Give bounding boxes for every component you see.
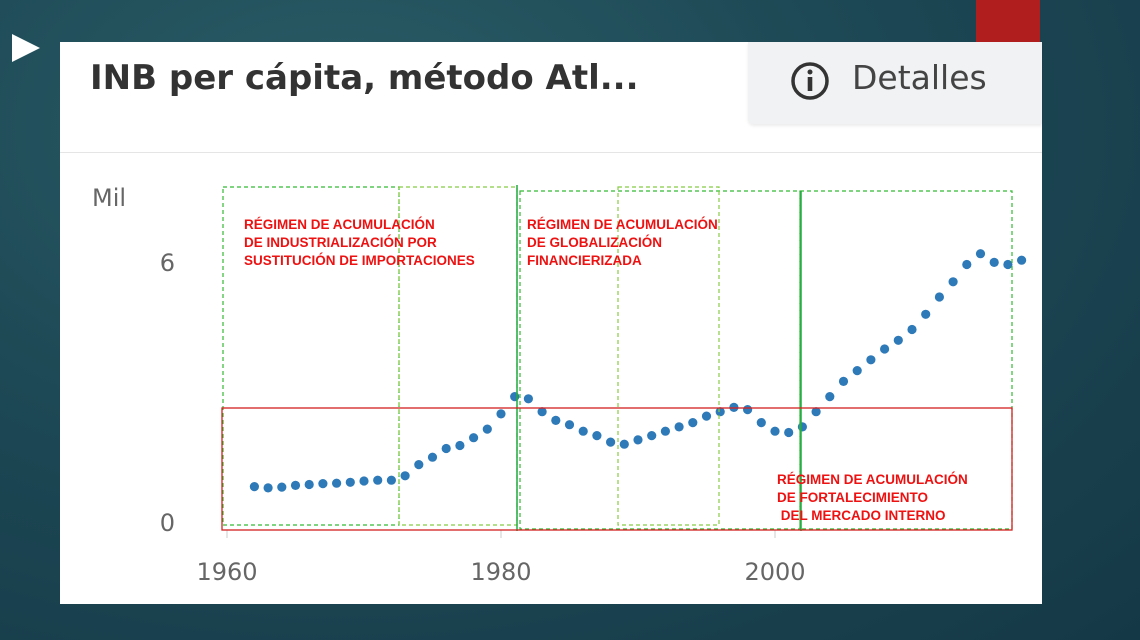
info-icon — [791, 62, 829, 100]
regime-label-globalization: RÉGIMEN DE ACUMULACIÓN DE GLOBALIZACIÓN … — [527, 217, 722, 268]
data-point — [469, 433, 479, 443]
data-point — [277, 482, 287, 492]
data-point — [386, 475, 396, 485]
data-point — [921, 309, 931, 319]
data-point — [523, 394, 533, 404]
x-tick-label: 1960 — [196, 558, 257, 586]
regime-box-lower-band — [221, 407, 1013, 531]
data-point — [455, 440, 465, 451]
y-axis-unit-label: Mil — [92, 184, 126, 212]
data-point — [660, 426, 671, 436]
data-point — [825, 392, 835, 402]
data-point — [934, 292, 945, 302]
data-point — [838, 376, 849, 386]
triangle-arrow-icon — [12, 34, 40, 62]
data-point — [551, 415, 561, 425]
y-tick-label: 0 — [160, 509, 175, 537]
data-point — [852, 366, 862, 376]
y-tick-label: 6 — [160, 249, 175, 277]
data-point — [989, 257, 999, 267]
chart-title: INB per cápita, método Atl... — [90, 58, 639, 98]
data-point — [743, 405, 753, 415]
data-point — [715, 407, 725, 417]
regime-label-internal-market: RÉGIMEN DE ACUMULACIÓN DE FORTALECIMIENT… — [777, 472, 972, 523]
data-point — [290, 480, 301, 490]
gni-per-capita-chart: Mil 6 0 1960 1980 2000 RÉGIMEN DE ACUMUL… — [92, 184, 1027, 586]
data-point — [893, 335, 903, 345]
data-point — [770, 426, 780, 436]
data-point — [975, 249, 986, 259]
data-point — [633, 435, 643, 445]
data-point — [688, 418, 698, 428]
card-header: INB per cápita, método Atl... Detalles — [60, 42, 1042, 153]
accent-tab — [976, 0, 1040, 46]
details-button[interactable]: Detalles — [748, 42, 1042, 124]
data-point — [345, 477, 355, 487]
x-tick-label: 2000 — [744, 558, 805, 586]
regime-box-nineties — [617, 186, 720, 526]
data-point — [606, 437, 616, 447]
data-point — [619, 439, 629, 449]
data-point — [427, 452, 438, 462]
data-point — [482, 424, 492, 434]
data-point — [948, 277, 958, 287]
data-point — [784, 427, 794, 438]
regime-boxes — [221, 185, 1013, 531]
data-point — [537, 407, 547, 417]
data-point — [359, 476, 369, 486]
data-point — [578, 426, 588, 436]
data-point — [907, 324, 917, 335]
data-point — [797, 422, 808, 432]
data-point — [564, 420, 575, 430]
data-point — [441, 443, 451, 454]
data-point — [263, 483, 273, 493]
data-point — [592, 431, 602, 441]
data-point — [318, 479, 328, 489]
x-tick-label: 1980 — [470, 558, 531, 586]
data-point — [332, 478, 342, 488]
data-points — [249, 249, 1027, 493]
data-point — [510, 392, 520, 402]
regime-box-internal-market-upper — [799, 190, 1013, 530]
x-axis-ticks — [226, 530, 776, 538]
regime-label-isi: RÉGIMEN DE ACUMULACIÓN DE INDUSTRIALIZAC… — [244, 217, 475, 268]
data-point — [811, 407, 821, 417]
data-point — [249, 482, 259, 492]
data-point — [880, 344, 890, 354]
data-point — [414, 460, 424, 470]
data-point — [962, 259, 972, 270]
data-point — [496, 409, 506, 419]
data-point — [1003, 259, 1013, 270]
data-point — [400, 471, 410, 481]
data-point — [304, 479, 314, 490]
data-point — [866, 355, 876, 365]
data-point — [647, 431, 657, 441]
data-point — [373, 475, 383, 485]
data-point — [701, 411, 712, 421]
data-point — [1017, 255, 1027, 265]
data-point — [756, 418, 766, 428]
chart-card: INB per cápita, método Atl... Detalles M… — [60, 42, 1042, 604]
data-point — [674, 422, 684, 432]
details-label: Detalles — [852, 58, 987, 97]
